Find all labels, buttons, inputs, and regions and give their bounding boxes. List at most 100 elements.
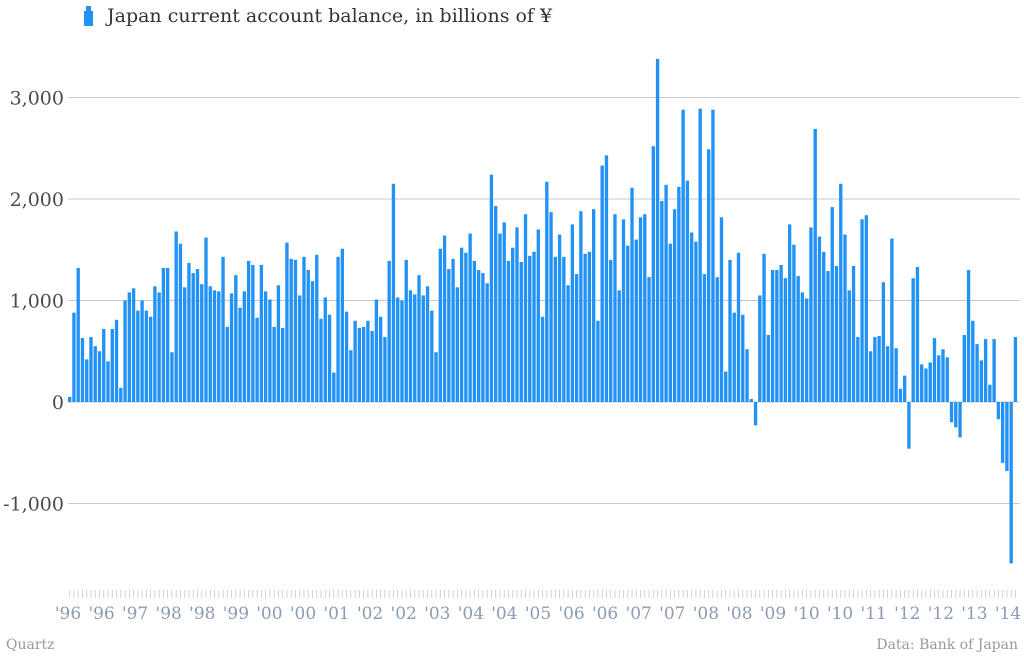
bar [826,271,830,402]
bar [451,258,455,402]
bar [464,252,468,402]
bar [323,297,327,402]
bar [476,270,481,402]
bar [941,349,945,402]
bar [489,174,494,402]
bars [68,58,1018,564]
bar [570,224,575,403]
bar [515,227,519,402]
bar [915,267,920,402]
bar [677,186,681,402]
bar [413,294,417,402]
bar [366,320,370,402]
bar [340,248,345,402]
bar [949,402,954,423]
bar [212,290,217,402]
bar [208,286,212,402]
bar [119,387,123,402]
bar [157,292,161,402]
x-tick-label: '00 [256,604,282,624]
x-tick-label: '01 [323,604,349,624]
bar [609,259,613,402]
bar [753,402,758,426]
bar [540,316,545,402]
bar [711,109,715,403]
bar [523,214,528,402]
bar [881,282,886,402]
bar [813,128,817,402]
bar [161,268,166,402]
bar [668,243,673,402]
bar [873,337,877,402]
bar [613,214,617,402]
bar [153,286,157,402]
bar [707,149,711,402]
bar [945,357,949,402]
bar [600,165,604,402]
y-tick-label: -1,000 [3,494,64,516]
bar [298,295,302,402]
bar [732,312,736,402]
x-tick-label: '02 [391,604,417,624]
legend: Japan current account balance, in billio… [84,5,552,27]
bar [123,300,127,402]
y-tick-label: 3,000 [10,88,64,110]
bar [545,181,549,402]
bar [494,206,498,402]
bar [272,326,276,402]
bar [178,243,183,402]
bar [885,346,890,402]
bar [102,328,106,402]
x-tick-label: '05 [525,604,551,624]
bar [839,183,843,402]
bar [907,402,911,449]
x-tick-label: '98 [189,604,215,624]
bar [702,274,707,402]
bar [672,209,677,402]
data-source: Data: Bank of Japan [876,637,1018,653]
bar [255,317,259,402]
x-tick-label: '07 [659,604,685,624]
x-tick-label: '10 [827,604,853,624]
bar [1009,402,1013,564]
bar [110,328,114,402]
bar [349,350,353,402]
bar [937,355,941,402]
y-tick-label: 2,000 [10,189,64,211]
bar [481,273,485,402]
bar [498,233,502,402]
x-tick-label: '11 [861,604,887,624]
bar [787,224,792,403]
bar [289,258,293,402]
bar [387,260,391,402]
bar [762,253,766,402]
bar [374,299,379,402]
x-tick-label: '08 [726,604,752,624]
bar [694,241,698,402]
bar [591,209,596,402]
bar [251,264,255,402]
bar [971,320,975,402]
legend-swatch-icon [84,6,93,26]
bar [920,364,924,402]
bar [587,251,592,402]
bar [1013,337,1018,402]
bar [148,316,153,402]
bar [741,314,745,402]
bar [332,372,336,402]
bar [890,238,894,402]
bar [877,336,881,402]
x-tick-label: '14 [995,604,1021,624]
bar [315,254,319,402]
bar [681,109,685,403]
bar [234,275,238,403]
bar [549,212,553,402]
bar [958,402,962,438]
bar [131,288,136,402]
bar [834,265,839,402]
x-tick-label: '97 [122,604,148,624]
bar [89,337,93,402]
bar [745,349,749,402]
bar [225,326,229,402]
